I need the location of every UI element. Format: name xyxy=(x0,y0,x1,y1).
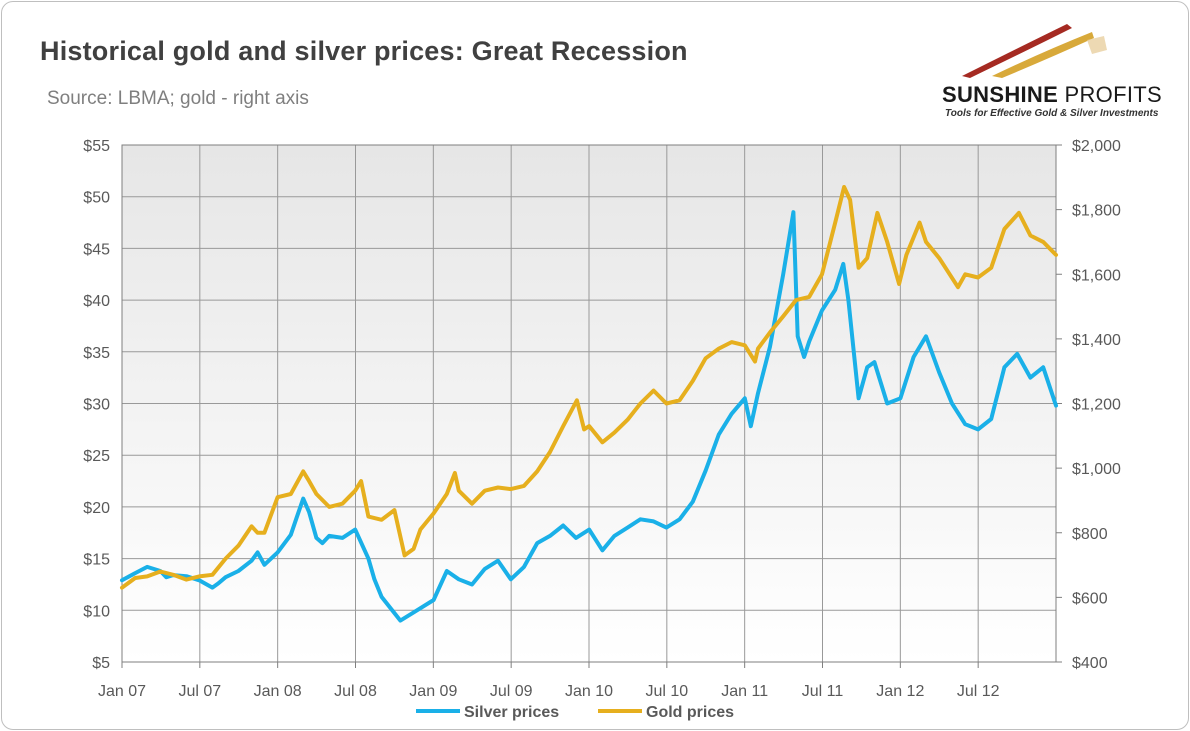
x-tick-label: Jul 09 xyxy=(490,683,533,700)
y-left-tick-label: $15 xyxy=(83,552,110,569)
y-left-tick-label: $50 xyxy=(83,190,110,207)
y-left-tick-label: $25 xyxy=(83,448,110,465)
x-tick-label: Jul 08 xyxy=(334,683,377,700)
y-right-tick-label: $800 xyxy=(1072,526,1108,543)
chart-subtitle: Source: LBMA; gold - right axis xyxy=(47,88,309,109)
y-right-tick-label: $1,800 xyxy=(1072,203,1121,220)
y-left-tick-label: $40 xyxy=(83,293,110,310)
y-right-tick-label: $1,400 xyxy=(1072,332,1121,349)
logo-swoosh-icon xyxy=(962,24,1107,78)
y-right-tick-label: $400 xyxy=(1072,655,1108,672)
legend-silver-label: Silver prices xyxy=(464,704,559,721)
x-tick-label: Jul 10 xyxy=(645,683,688,700)
legend-gold-label: Gold prices xyxy=(646,704,734,721)
chart-title: Historical gold and silver prices: Great… xyxy=(40,36,688,66)
x-tick-label: Jan 11 xyxy=(721,683,768,700)
y-left-tick-label: $30 xyxy=(83,397,110,414)
x-tick-label: Jul 11 xyxy=(802,683,844,700)
y-left-tick-label: $5 xyxy=(92,655,110,672)
y-right-tick-label: $2,000 xyxy=(1072,138,1121,155)
x-tick-label: Jan 09 xyxy=(409,683,457,700)
y-right-tick-label: $1,000 xyxy=(1072,461,1121,478)
silver-series-line xyxy=(120,210,1058,623)
x-tick-label: Jan 10 xyxy=(565,683,613,700)
y-left-tick-label: $20 xyxy=(83,500,110,517)
axes: $5 $10 $15 $20 $25 $30 $35 $40 $45 $50 $55 $400 $600… xyxy=(83,138,1121,700)
gold-series-line xyxy=(120,185,1058,590)
sunshine-profits-logo: SUNSHINE PROFITS Tools for Effective Gol… xyxy=(932,18,1177,128)
y-right-tick-label: $1,200 xyxy=(1072,397,1121,414)
x-tick-label: Jan 07 xyxy=(98,683,146,700)
x-tick-label: Jan 12 xyxy=(876,683,924,700)
y-right-tick-label: $600 xyxy=(1072,590,1108,607)
x-tick-label: Jul 12 xyxy=(957,683,1000,700)
y-right-tick-label: $1,600 xyxy=(1072,267,1121,284)
x-tick-label: Jul 07 xyxy=(178,683,221,700)
y-left-tick-label: $45 xyxy=(83,241,110,258)
logo-tagline: Tools for Effective Gold & Silver Invest… xyxy=(945,108,1159,119)
legend: Silver prices Gold prices xyxy=(416,704,734,721)
series xyxy=(120,185,1058,623)
logo-name: SUNSHINE PROFITS xyxy=(942,82,1162,107)
x-tick-label: Jan 08 xyxy=(254,683,302,700)
y-left-tick-label: $55 xyxy=(83,138,110,155)
y-left-tick-label: $35 xyxy=(83,345,110,362)
y-left-tick-label: $10 xyxy=(83,603,110,620)
